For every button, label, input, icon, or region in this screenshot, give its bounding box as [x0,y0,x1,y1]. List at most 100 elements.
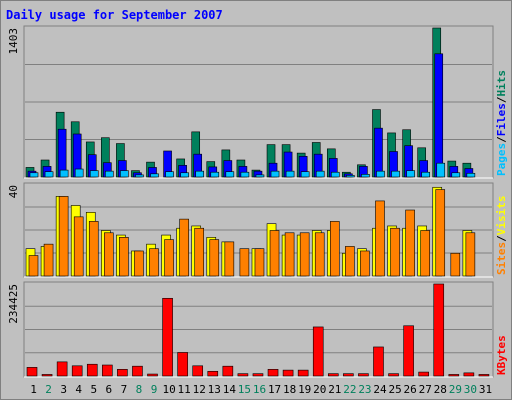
bar-kbytes-day-26 [403,325,414,377]
bar-pages-day-5 [89,170,99,178]
y-max-label: 234425 [7,284,20,324]
bar-kbytes-day-30 [463,372,475,377]
bar-sites-day-30 [465,232,476,277]
bar-pages-day-24 [376,170,385,178]
bar-sites-day-19 [299,232,310,277]
day-label-20: 20 [313,383,326,396]
day-axis-labels: 1 2 3 4 5 6 7 8 9 10 11 12 13 14 15 16 17 18 19 20 21 22 23 24 2… [30,383,492,396]
day-label-26: 26 [404,383,417,396]
bar-kbytes-day-28 [433,283,445,377]
bar-pages-day-13 [210,171,220,178]
bar-pages-day-2 [44,171,54,178]
day-label-30: 30 [464,383,477,396]
day-label-1: 1 [30,383,37,396]
bar-pages-day-20 [315,170,325,178]
bar-kbytes-day-6 [102,364,113,377]
bar-pages-day-3 [59,169,69,178]
bar-pages-day-17 [270,170,280,178]
bar-kbytes-day-3 [56,361,68,377]
bar-kbytes-day-16 [252,373,264,377]
bar-kbytes-day-31 [478,374,490,377]
chart-title: Daily usage for September 2007 [6,8,223,22]
day-label-11: 11 [178,383,191,396]
bar-kbytes-day-27 [418,371,429,377]
day-label-17: 17 [268,383,281,396]
day-label-5: 5 [90,383,97,396]
legend-hits-files-pages: Pages/Files/Hits [495,70,508,176]
panel-visits-sites: 40 Sites/Visits [7,182,508,278]
day-label-12: 12 [193,383,206,396]
legend-separator: / [495,235,508,242]
bar-sites-day-24 [375,200,385,277]
day-label-28: 28 [434,383,447,396]
bar-sites-day-7 [119,237,129,277]
bar-kbytes-day-11 [177,352,188,377]
legend-separator: / [495,136,508,143]
bar-kbytes-day-12 [192,365,204,377]
bar-pages-day-30 [466,172,476,178]
bar-kbytes-day-25 [388,373,399,377]
bar-kbytes-day-14 [222,365,234,377]
legend-separator: / [495,96,508,103]
day-label-29: 29 [449,383,462,396]
bar-kbytes-day-13 [207,370,219,377]
day-label-27: 27 [419,383,432,396]
day-label-19: 19 [298,383,311,396]
legend-entry: Files [495,103,508,136]
bar-pages-day-18 [285,170,295,178]
bar-sites-day-27 [420,230,430,277]
day-label-7: 7 [121,383,128,396]
day-label-6: 6 [106,383,113,396]
bar-sites-day-16 [254,248,265,277]
legend-entry: KBytes [495,335,508,375]
day-label-21: 21 [328,383,341,396]
bar-kbytes-day-2 [41,374,53,377]
bar-pages-day-21 [330,171,340,178]
bar-pages-day-11 [180,172,189,178]
bar-sites-day-18 [284,232,295,277]
bar-sites-day-1 [28,255,39,277]
bar-kbytes-day-4 [71,365,83,377]
legend-kbytes: KBytes [495,335,508,375]
bar-sites-day-15 [239,248,250,277]
legend-entry: Pages [495,143,508,176]
bar-sites-day-8 [134,250,144,277]
bar-pages-day-6 [105,170,114,178]
bar-files-day-28 [434,53,444,178]
bar-pages-day-29 [451,172,461,178]
bar-sites-day-12 [194,227,205,277]
bar-sites-day-11 [179,218,189,277]
bar-sites-day-3 [58,196,69,277]
legend-entry: Sites [495,242,508,275]
day-label-9: 9 [151,383,158,396]
bar-kbytes-day-20 [312,326,324,377]
day-label-15: 15 [238,383,251,396]
day-label-22: 22 [343,383,356,396]
legend-entry: Hits [495,70,508,97]
bar-pages-day-9 [150,173,159,178]
bar-sites-day-23 [360,250,370,277]
bar-sites-day-29 [450,252,461,277]
bar-pages-day-7 [120,170,129,178]
day-label-31: 31 [479,383,492,396]
day-label-18: 18 [283,383,296,396]
bar-kbytes-day-17 [267,369,279,377]
bar-pages-day-8 [135,174,144,178]
bar-pages-day-25 [391,170,400,178]
bar-sites-day-20 [314,232,325,277]
bar-pages-day-27 [421,171,430,178]
bar-sites-day-10 [164,239,174,277]
day-label-4: 4 [75,383,82,396]
bar-sites-day-21 [329,221,340,277]
day-label-13: 13 [208,383,221,396]
day-label-25: 25 [388,383,401,396]
bar-pages-day-22 [346,175,355,178]
bar-pages-day-15 [240,171,250,178]
bar-kbytes-day-1 [26,367,38,377]
bar-sites-day-6 [104,232,114,277]
bar-pages-day-16 [255,174,265,178]
bar-kbytes-day-29 [448,374,460,377]
bar-pages-day-4 [74,168,84,178]
